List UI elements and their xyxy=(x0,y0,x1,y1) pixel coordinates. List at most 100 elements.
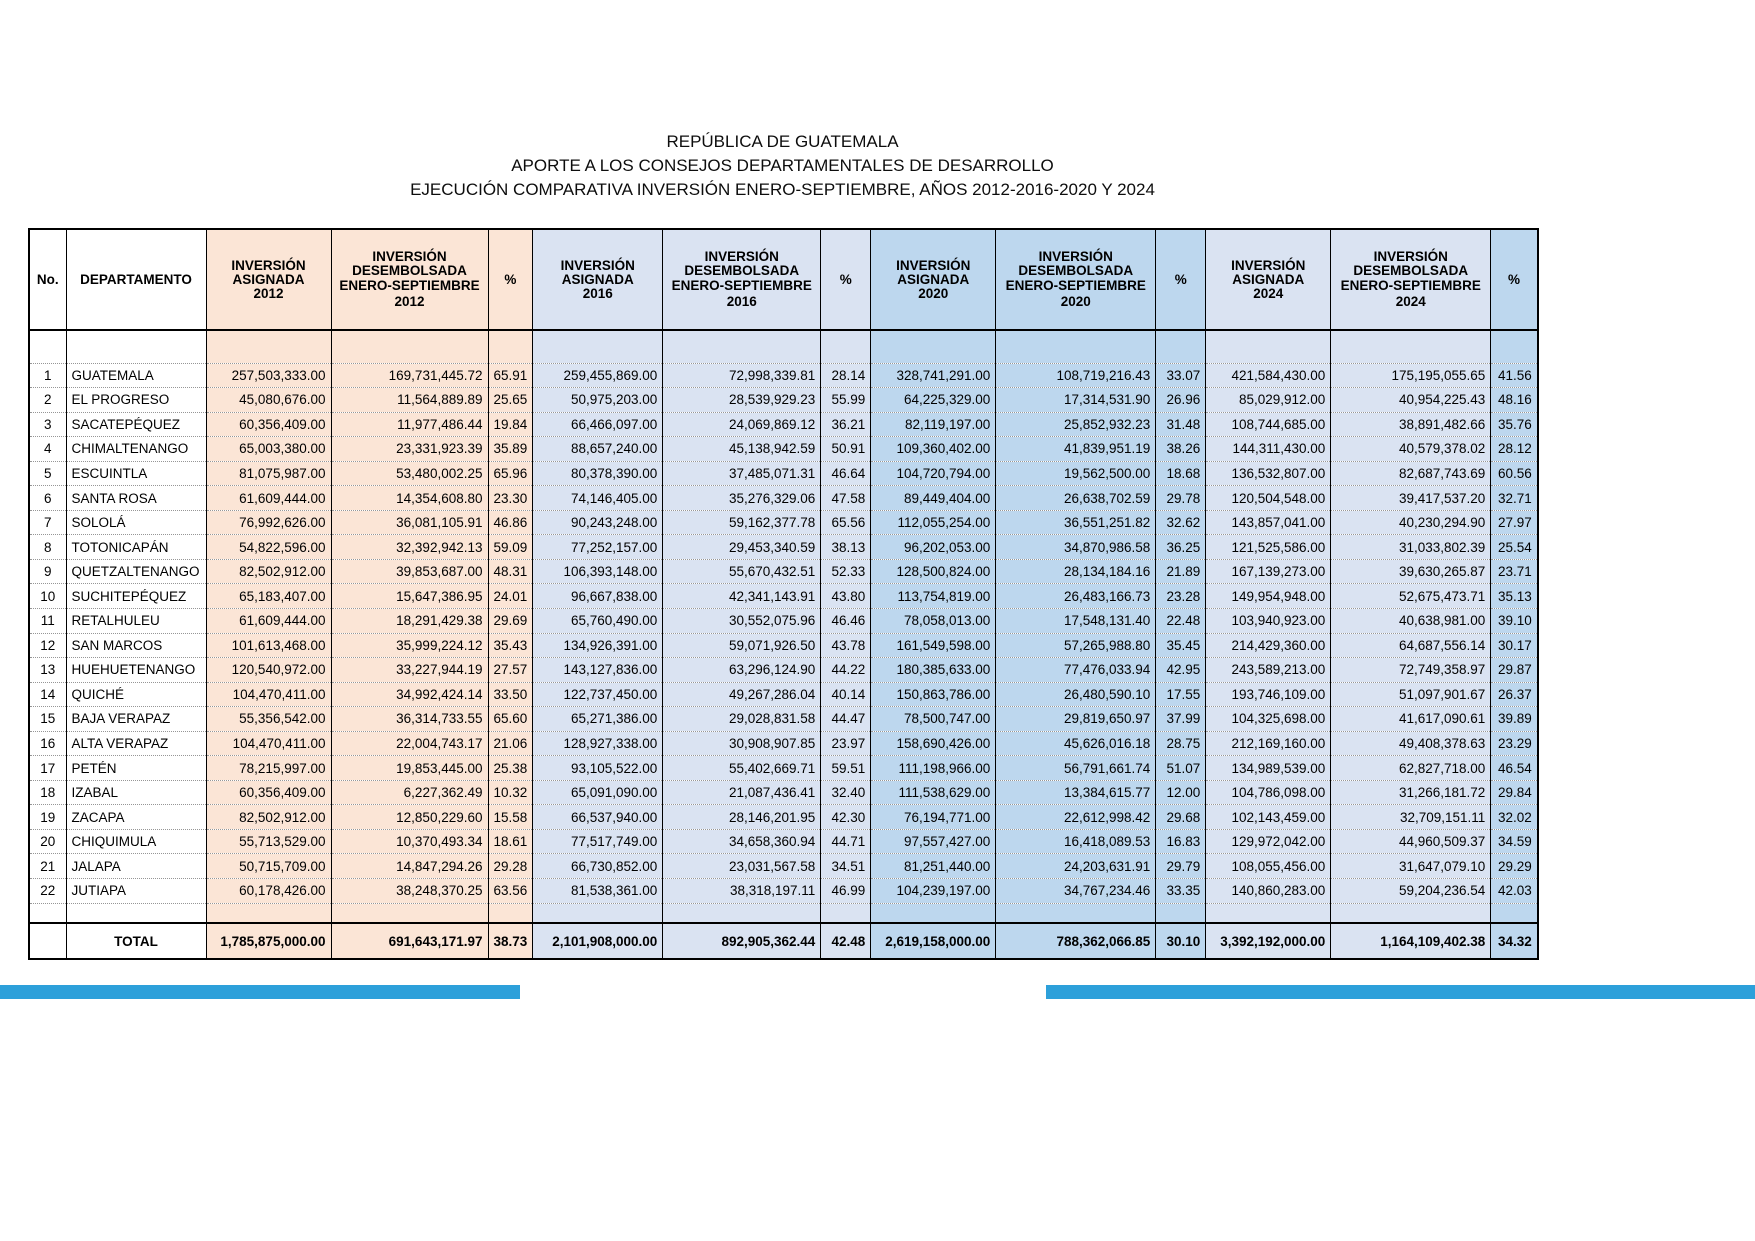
cell-pct-2024: 29.29 xyxy=(1490,853,1539,879)
title-line-3: EJECUCIÓN COMPARATIVA INVERSIÓN ENERO-SE… xyxy=(410,180,1155,199)
cell-pct-2012: 21.06 xyxy=(487,731,534,757)
department-name: ESCUINTLA xyxy=(65,461,207,487)
cell-asignada-2012: 45,080,676.00 xyxy=(205,387,332,413)
cell-asignada-2024: 149,954,948.00 xyxy=(1205,583,1332,609)
col-header-pct-2024: % xyxy=(1490,229,1539,331)
table-body: 1 GUATEMALA 257,503,333.00 169,731,445.72 65… xyxy=(28,330,1539,904)
table-row: 10 SUCHITEPÉQUEZ 65,183,407.00 15,647,386.9… xyxy=(28,583,1539,609)
cell-desembolsada-2012: 169,731,445.72 xyxy=(330,363,489,389)
cell-asignada-2024: 104,786,098.00 xyxy=(1205,780,1332,806)
cell-asignada-2012: 82,502,912.00 xyxy=(205,559,332,585)
cell-pct-2016: 23.97 xyxy=(820,731,872,757)
cell-asignada-2012: 104,470,411.00 xyxy=(205,731,332,757)
cell-desembolsada-2012: 38,248,370.25 xyxy=(330,878,489,904)
table-row: 21 JALAPA 50,715,709.00 14,847,294.26 29.28 6… xyxy=(28,853,1539,879)
cell-asignada-2024: 121,525,586.00 xyxy=(1205,534,1332,560)
table-row: 9 QUETZALTENANGO 82,502,912.00 39,853,687.0… xyxy=(28,559,1539,585)
cell-pct-2016: 42.30 xyxy=(820,804,872,830)
cell-desembolsada-2012: 11,564,889.89 xyxy=(330,387,489,413)
cell-desembolsada-2020: 29,819,650.97 xyxy=(995,706,1157,732)
table-row: 13 HUEHUETENANGO 120,540,972.00 33,227,944.… xyxy=(28,657,1539,683)
total-asignada-2012: 1,785,875,000.00 xyxy=(205,922,332,960)
cell-pct-2020: 28.75 xyxy=(1155,731,1207,757)
cell-pct-2016: 55.99 xyxy=(820,387,872,413)
cell-pct-2016: 40.14 xyxy=(820,682,872,708)
cell-desembolsada-2020: 108,719,216.43 xyxy=(995,363,1157,389)
cell-pct-2016: 43.78 xyxy=(820,633,872,659)
header-row: No. DEPARTAMENTO INVERSIÓN ASIGNADA 2012 I… xyxy=(28,229,1539,331)
cell-asignada-2020: 328,741,291.00 xyxy=(870,363,997,389)
cell-desembolsada-2020: 36,551,251.82 xyxy=(995,510,1157,536)
cell-asignada-2020: 82,119,197.00 xyxy=(870,412,997,438)
row-number: 7 xyxy=(28,510,67,536)
cell-pct-2016: 44.22 xyxy=(820,657,872,683)
cell-pct-2020: 35.45 xyxy=(1155,633,1207,659)
cell-pct-2020: 23.28 xyxy=(1155,583,1207,609)
cell-desembolsada-2024: 40,954,225.43 xyxy=(1330,387,1492,413)
cell-desembolsada-2024: 49,408,378.63 xyxy=(1330,731,1492,757)
cell-pct-2024: 23.71 xyxy=(1490,559,1539,585)
cell-pct-2020: 16.83 xyxy=(1155,829,1207,855)
cell-asignada-2016: 259,455,869.00 xyxy=(532,363,664,389)
total-label: TOTAL xyxy=(65,922,207,960)
cell-pct-2016: 32.40 xyxy=(820,780,872,806)
cell-asignada-2020: 78,058,013.00 xyxy=(870,608,997,634)
table-row: 4 CHIMALTENANGO 65,003,380.00 23,331,923.39… xyxy=(28,436,1539,462)
row-number: 5 xyxy=(28,461,67,487)
cell-desembolsada-2012: 19,853,445.00 xyxy=(330,755,489,781)
cell-asignada-2024: 103,940,923.00 xyxy=(1205,608,1332,634)
cell-desembolsada-2012: 33,227,944.19 xyxy=(330,657,489,683)
department-name: JUTIAPA xyxy=(65,878,207,904)
cell-pct-2020: 33.35 xyxy=(1155,878,1207,904)
table-row: 17 PETÉN 78,215,997.00 19,853,445.00 25.38 93… xyxy=(28,755,1539,781)
cell-pct-2012: 46.86 xyxy=(487,510,534,536)
cell-asignada-2016: 65,271,386.00 xyxy=(532,706,664,732)
cell-desembolsada-2016: 49,267,286.04 xyxy=(662,682,822,708)
cell-desembolsada-2012: 11,977,486.44 xyxy=(330,412,489,438)
cell-asignada-2012: 55,356,542.00 xyxy=(205,706,332,732)
cell-asignada-2012: 101,613,468.00 xyxy=(205,633,332,659)
cell-pct-2020: 12.00 xyxy=(1155,780,1207,806)
department-name: ALTA VERAPAZ xyxy=(65,731,207,757)
total-desembolsada-2016: 892,905,362.44 xyxy=(662,922,822,960)
cell-pct-2020: 37.99 xyxy=(1155,706,1207,732)
title-line-1: REPÚBLICA DE GUATEMALA xyxy=(666,132,899,151)
cell-desembolsada-2012: 39,853,687.00 xyxy=(330,559,489,585)
cell-desembolsada-2016: 28,539,929.23 xyxy=(662,387,822,413)
cell-asignada-2012: 55,713,529.00 xyxy=(205,829,332,855)
cell-pct-2020: 31.48 xyxy=(1155,412,1207,438)
cell-asignada-2020: 150,863,786.00 xyxy=(870,682,997,708)
accent-bar-right xyxy=(1046,985,1755,999)
cell-desembolsada-2016: 55,402,669.71 xyxy=(662,755,822,781)
col-header-departamento: DEPARTAMENTO xyxy=(65,229,207,331)
department-name: SANTA ROSA xyxy=(65,485,207,511)
cell-asignada-2020: 76,194,771.00 xyxy=(870,804,997,830)
cell-asignada-2024: 140,860,283.00 xyxy=(1205,878,1332,904)
cell-pct-2012: 29.28 xyxy=(487,853,534,879)
cell-asignada-2024: 129,972,042.00 xyxy=(1205,829,1332,855)
table-row: 2 EL PROGRESO 45,080,676.00 11,564,889.89 25… xyxy=(28,387,1539,413)
cell-asignada-2016: 143,127,836.00 xyxy=(532,657,664,683)
cell-asignada-2024: 243,589,213.00 xyxy=(1205,657,1332,683)
table-row: 16 ALTA VERAPAZ 104,470,411.00 22,004,743.1… xyxy=(28,731,1539,757)
cell-asignada-2024: 212,169,160.00 xyxy=(1205,731,1332,757)
row-number: 20 xyxy=(28,829,67,855)
department-name: SUCHITEPÉQUEZ xyxy=(65,583,207,609)
cell-pct-2012: 25.38 xyxy=(487,755,534,781)
cell-asignada-2016: 88,657,240.00 xyxy=(532,436,664,462)
cell-asignada-2016: 90,243,248.00 xyxy=(532,510,664,536)
cell-asignada-2020: 81,251,440.00 xyxy=(870,853,997,879)
cell-desembolsada-2024: 41,617,090.61 xyxy=(1330,706,1492,732)
cell-pct-2012: 65.60 xyxy=(487,706,534,732)
cell-asignada-2012: 65,183,407.00 xyxy=(205,583,332,609)
total-row: TOTAL 1,785,875,000.00 691,643,171.97 38… xyxy=(28,922,1539,960)
cell-desembolsada-2016: 42,341,143.91 xyxy=(662,583,822,609)
cell-asignada-2024: 108,744,685.00 xyxy=(1205,412,1332,438)
total-pct-2020: 30.10 xyxy=(1155,922,1207,960)
cell-desembolsada-2012: 36,314,733.55 xyxy=(330,706,489,732)
cell-pct-2016: 36.21 xyxy=(820,412,872,438)
table-row: 3 SACATEPÉQUEZ 60,356,409.00 11,977,486.44 1… xyxy=(28,412,1539,438)
cell-pct-2024: 27.97 xyxy=(1490,510,1539,536)
cell-pct-2016: 59.51 xyxy=(820,755,872,781)
cell-desembolsada-2016: 24,069,869.12 xyxy=(662,412,822,438)
